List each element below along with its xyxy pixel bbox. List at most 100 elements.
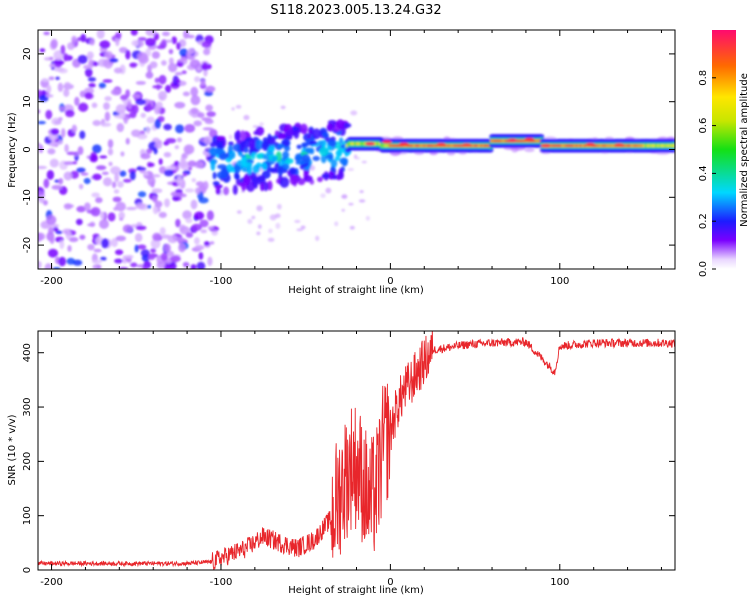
spectrogram-cell (95, 197, 103, 204)
spectrogram-cell (95, 165, 107, 171)
spectrogram-cell (312, 128, 321, 140)
spectrogram-cell (78, 183, 84, 190)
spectrogram-cell (209, 141, 217, 148)
spectrogram-cell (294, 153, 302, 163)
spectrogram-cell (117, 181, 124, 188)
spectrogram-cell (251, 152, 256, 160)
colorbar-tick-label: 0.6 (698, 118, 709, 134)
spectrogram-cell (168, 48, 174, 55)
spectrogram-cell (211, 229, 219, 236)
spectrogram-cell (57, 82, 64, 93)
spectrogram-cell (281, 139, 290, 147)
spectrogram-cell (365, 215, 371, 221)
spectrogram-cell (146, 102, 152, 112)
spectrogram-cell (134, 244, 139, 253)
spectrogram-cell (160, 252, 168, 261)
snr-ytick-label: 100 (22, 506, 33, 525)
spectrogram-cell (79, 234, 86, 240)
spectrogram-cell (256, 231, 261, 236)
spectrogram-cell (38, 232, 43, 242)
spectrogram-cell (226, 163, 234, 173)
spectrogram-cell (102, 79, 113, 83)
spectrogram-cell (175, 189, 183, 193)
spectrogram-cell (123, 115, 129, 124)
spectrogram-cell (339, 137, 344, 145)
spectrogram-cell (147, 176, 156, 187)
spectrogram-cell (193, 120, 202, 127)
spectrogram-cell (66, 151, 77, 156)
spectrogram-cell (114, 114, 125, 119)
spectrogram-cell (98, 219, 109, 229)
spectrogram-cell (193, 211, 205, 220)
spectrogram-cell (194, 237, 200, 245)
spectrogram-cell (241, 139, 251, 149)
spectrogram-cell (155, 101, 163, 109)
spectrogram-cell (282, 151, 290, 159)
spectrogram-cell (45, 109, 53, 120)
spectrogram-cell (65, 229, 72, 240)
spectrogram-cell (285, 158, 294, 164)
spectrogram-cell (176, 62, 184, 68)
spectrogram-cell (461, 143, 472, 147)
spectrogram-cell (296, 228, 304, 232)
colorbar-tick-label: 0.2 (698, 213, 709, 229)
spectrogram-xtick-label: -100 (210, 276, 233, 287)
spectrogram-cell (336, 119, 345, 129)
spectrogram-cell (257, 224, 262, 229)
snr-ytick-label: 300 (22, 397, 33, 416)
spectrogram-cell (66, 257, 76, 265)
spectrogram-cell (252, 125, 259, 128)
spectrogram-cell (276, 203, 282, 210)
spectrogram-cell (347, 167, 354, 172)
spectrogram-cell (145, 126, 151, 135)
snr-frame (37, 330, 676, 571)
spectrogram-cell (92, 264, 102, 269)
spectrogram-cell (146, 116, 155, 124)
spectrogram-xtick-label: -200 (40, 276, 63, 287)
spectrogram-cell (275, 222, 281, 230)
spectrogram-cell (280, 105, 286, 110)
spectrogram-cell (274, 213, 281, 219)
spectrogram-cell (115, 104, 126, 115)
spectrogram-cell (152, 205, 159, 215)
spectrogram-cell (135, 225, 147, 231)
spectrogram-cell (231, 107, 235, 111)
spectrogram-cell (167, 235, 178, 244)
snr-xtick-label: -100 (210, 577, 233, 588)
spectrogram-cell (142, 265, 149, 269)
spectrogram-cell (84, 92, 93, 100)
spectrogram-cell (130, 262, 138, 268)
spectrogram-cell (278, 166, 283, 177)
spectrogram-cell (202, 62, 208, 71)
spectrogram-cell (365, 141, 376, 146)
snr-ticks: -200 -100 0 100 0 100 200 300 400 (22, 331, 675, 588)
spectrogram-cell (182, 172, 187, 177)
spectrogram-cell (154, 140, 163, 149)
colorbar-gradient (712, 30, 736, 269)
figure-title: S118.2023.005.13.24.G32 (270, 3, 441, 18)
spectrogram-cell (216, 135, 226, 141)
spectrogram-cell (169, 261, 177, 269)
spectrogram-cell (50, 128, 60, 136)
spectrogram-cell (111, 237, 118, 248)
spectrogram-cell (63, 88, 70, 98)
spectrogram-ytick-label: 10 (22, 95, 33, 108)
spectrogram-cell (63, 53, 69, 62)
spectrogram-cell (58, 116, 63, 122)
spectrogram-cell (256, 153, 264, 160)
spectrogram-cell (328, 154, 334, 161)
colorbar-ticks: 0.0 0.2 0.4 0.6 0.8 (698, 70, 716, 277)
spectrogram-cell (295, 160, 305, 165)
spectrogram-cell (328, 139, 337, 147)
spectrogram-cell (68, 236, 79, 243)
spectrogram-blob-layer (38, 30, 675, 269)
spectrogram-cell (308, 140, 318, 145)
spectrogram-cell (256, 205, 263, 212)
spectrogram-cell (126, 206, 137, 211)
spectrogram-cell (274, 130, 280, 136)
spectrogram-cell (165, 137, 177, 144)
spectrogram-cell (161, 60, 167, 66)
spectrogram-cell (131, 94, 141, 99)
spectrogram-cell (279, 176, 290, 188)
spectrogram-cell (185, 232, 194, 238)
